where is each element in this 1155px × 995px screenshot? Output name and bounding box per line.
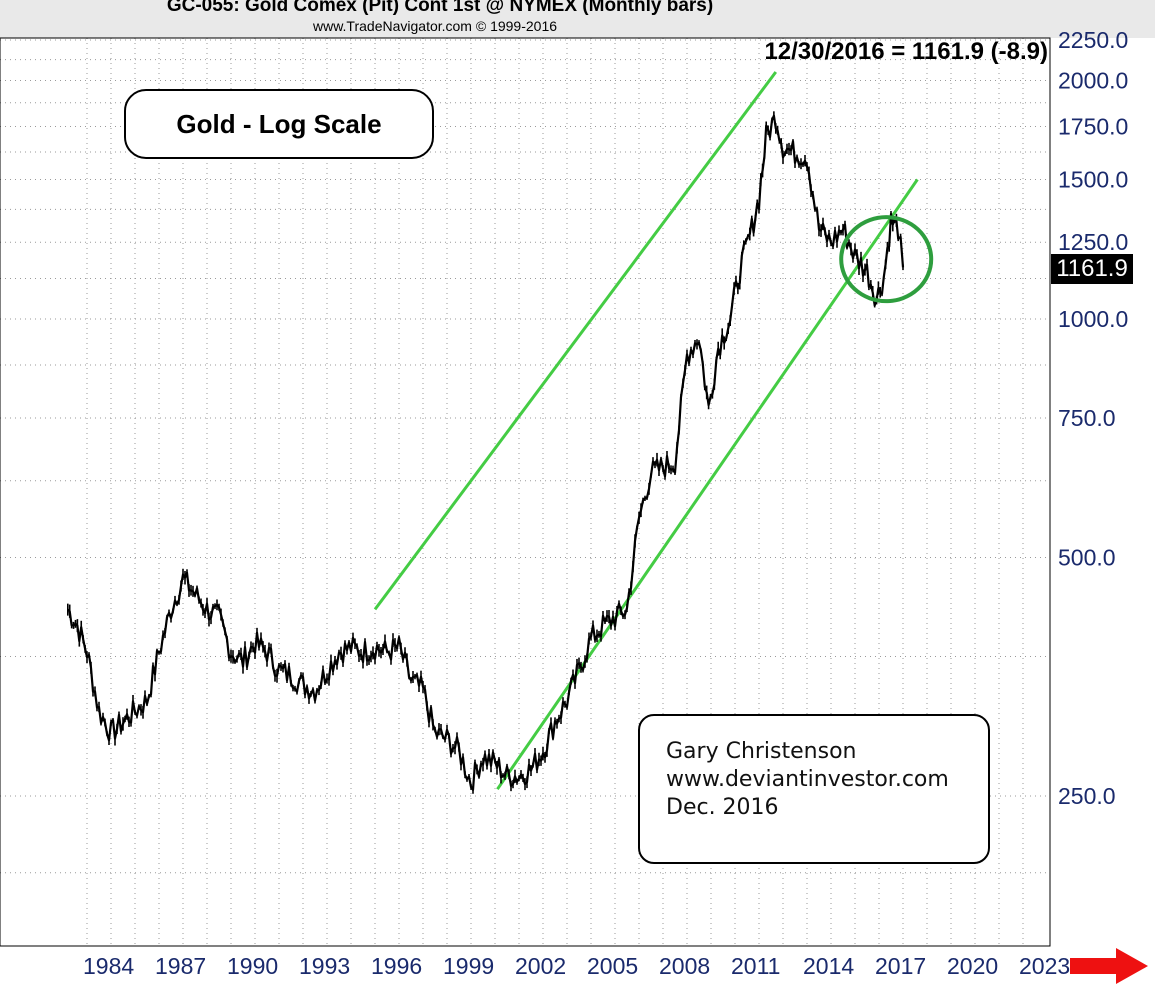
series-layer [67, 111, 905, 794]
x-axis: 1984 1987 1990 1993 1996 1999 2002 2005 2008 2011… [83, 953, 1070, 979]
highlight-circle [839, 215, 934, 304]
x-tick-label: 1996 [371, 953, 422, 979]
x-tick-label: 2002 [515, 953, 566, 979]
right-arrow-icon [1070, 948, 1148, 984]
y-tick-label: 500.0 [1058, 545, 1116, 571]
x-tick-label: 2005 [587, 953, 638, 979]
x-tick-label: 2020 [947, 953, 998, 979]
author-date: Dec. 2016 [666, 795, 779, 820]
x-tick-label: 1987 [155, 953, 206, 979]
author-name: Gary Christenson [666, 739, 857, 764]
x-tick-label: 2014 [803, 953, 854, 979]
y-tick-label: 1500.0 [1058, 166, 1128, 192]
y-axis: 2250.0 2000.0 1750.0 1500.0 1250.0 1000.0 750.… [1058, 27, 1128, 809]
x-tick-label: 2008 [659, 953, 710, 979]
y-tick-label: 250.0 [1058, 783, 1116, 809]
chart-header-title: GC-055: Gold Comex (Pit) Cont 1st @ NYME… [166, 0, 714, 16]
y-tick-label: 1750.0 [1058, 113, 1128, 139]
upper-channel-line [373, 71, 778, 611]
x-tick-label: 2017 [875, 953, 926, 979]
chart-header-subtitle: www.TradeNavigator.com © 1999-2016 [312, 18, 558, 34]
chart-title-box: Gold - Log Scale [124, 89, 434, 159]
x-tick-label: 1993 [299, 953, 350, 979]
x-tick-label: 1990 [227, 953, 278, 979]
y-tick-label: 750.0 [1058, 405, 1116, 431]
x-tick-label: 2011 [731, 953, 780, 979]
close-readout: 12/30/2016 = 1161.9 (-8.9) [764, 38, 1048, 65]
highlight-circle-layer [839, 215, 934, 304]
y-tick-label: 1000.0 [1058, 306, 1128, 332]
author-website: www.deviantinvestor.com [666, 767, 949, 792]
lower-channel-line [496, 178, 919, 791]
y-tick-label: 2000.0 [1058, 68, 1128, 94]
last-price-label: 1161.9 [1051, 254, 1133, 284]
x-tick-label: 2023 [1019, 953, 1070, 979]
chart-header: GC-055: Gold Comex (Pit) Cont 1st @ NYME… [0, 0, 1155, 38]
x-tick-label: 1984 [83, 953, 134, 979]
channel-layer [373, 71, 919, 791]
x-tick-label: 1999 [443, 953, 494, 979]
plot-frame [0, 37, 1051, 947]
y-tick-label: 2250.0 [1058, 27, 1128, 53]
gold-price-line [67, 114, 905, 791]
y-tick-label: 1250.0 [1058, 229, 1128, 255]
author-box: Gary Christenson www.deviantinvestor.com… [638, 714, 990, 864]
